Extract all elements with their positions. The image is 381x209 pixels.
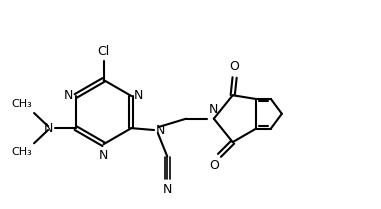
Text: O: O: [209, 159, 219, 172]
Text: N: N: [64, 89, 73, 102]
Text: N: N: [99, 149, 108, 162]
Text: N: N: [163, 183, 172, 196]
Text: N: N: [209, 103, 218, 116]
Text: N: N: [43, 122, 53, 135]
Text: N: N: [134, 89, 143, 102]
Text: O: O: [230, 60, 240, 73]
Text: CH₃: CH₃: [11, 147, 32, 157]
Text: N: N: [156, 124, 165, 136]
Text: Cl: Cl: [98, 45, 110, 58]
Text: CH₃: CH₃: [11, 99, 32, 109]
